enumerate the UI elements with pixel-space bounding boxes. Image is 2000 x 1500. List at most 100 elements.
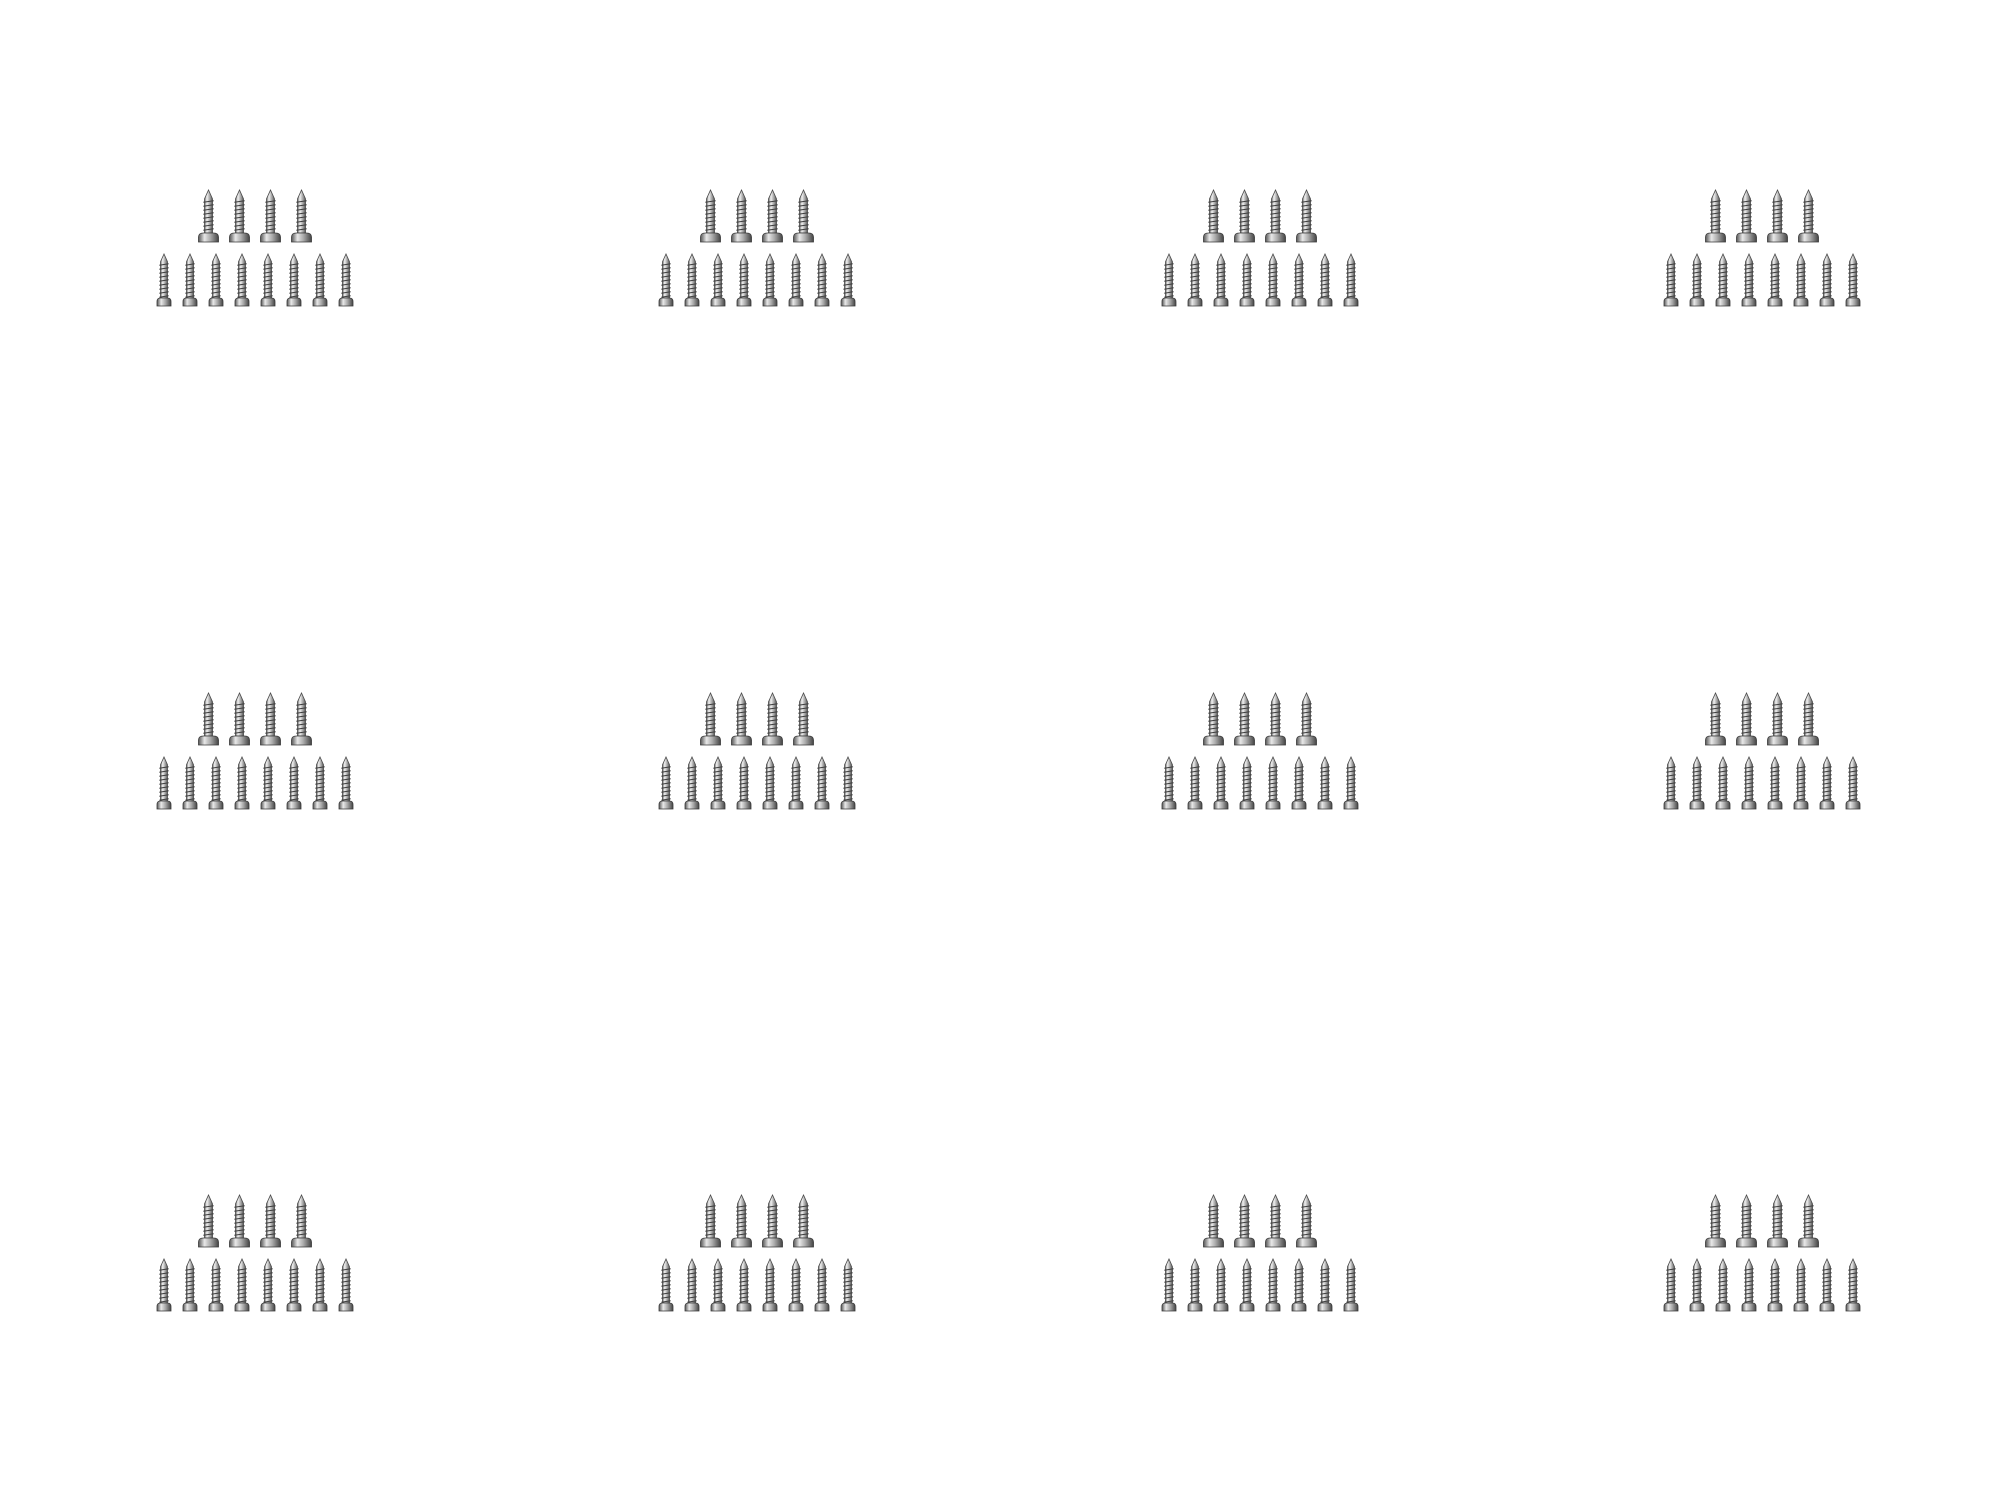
screw-icon [700,1194,721,1248]
screw-icon [1819,756,1835,810]
screw-icon [1317,1258,1333,1312]
screw-icon [1234,1194,1255,1248]
screw-icon [198,692,219,746]
screw-icon [156,756,172,810]
screw-icon [1291,1258,1307,1312]
screw-group [658,692,856,810]
screw-icon [1265,1194,1286,1248]
screw-icon [1203,692,1224,746]
screw-icon [1187,253,1203,307]
screw-icon [710,253,726,307]
screw-icon [1343,1258,1359,1312]
screw-icon [1265,189,1286,243]
screw-group [156,1194,354,1312]
screw-icon [710,756,726,810]
screw-icon [1798,1194,1819,1248]
screw-icon [291,1194,312,1248]
screw-icon [1798,692,1819,746]
screw-icon [1767,1194,1788,1248]
screw-icon [1819,253,1835,307]
screw-icon [312,1258,328,1312]
screw-icon [260,189,281,243]
screw-icon [1239,756,1255,810]
screw-icon [291,189,312,243]
screw-icon [156,1258,172,1312]
screw-group [1663,189,1861,307]
screw-icon [814,756,830,810]
screw-icon [260,756,276,810]
screw-group [156,692,354,810]
screw-icon [762,692,783,746]
screw-icon [793,692,814,746]
screw-icon [198,189,219,243]
screw-icon [731,692,752,746]
screw-icon [1663,756,1679,810]
screw-icon [1819,1258,1835,1312]
screw-icon [1736,692,1757,746]
screw-icon [1798,189,1819,243]
screw-icon [198,1194,219,1248]
screw-icon [338,756,354,810]
screw-icon [736,756,752,810]
screw-icon [1705,1194,1726,1248]
screw-icon [793,189,814,243]
screw-icon [234,253,250,307]
screw-icon [291,692,312,746]
screw-icon [814,1258,830,1312]
screw-icon [762,1258,778,1312]
screw-icon [793,1194,814,1248]
screw-icon [1736,189,1757,243]
screw-icon [1741,253,1757,307]
screw-icon [1213,1258,1229,1312]
screw-icon [1187,1258,1203,1312]
screw-icon [260,1258,276,1312]
screw-icon [700,189,721,243]
screw-icon [1343,756,1359,810]
screw-icon [1689,756,1705,810]
screw-group [1663,692,1861,810]
screw-icon [762,253,778,307]
screw-icon [814,253,830,307]
screw-group [1161,189,1359,307]
screw-icon [286,1258,302,1312]
screw-icon [788,253,804,307]
screw-icon [1767,253,1783,307]
screw-icon [840,253,856,307]
screw-icon [312,756,328,810]
screw-icon [1234,189,1255,243]
screw-icon [1845,253,1861,307]
screw-icon [1793,253,1809,307]
screw-icon [731,189,752,243]
screw-icon [1203,189,1224,243]
screw-icon [736,1258,752,1312]
screw-icon [1187,756,1203,810]
screw-icon [658,1258,674,1312]
screw-icon [1291,253,1307,307]
screw-group [156,189,354,307]
screw-icon [736,253,752,307]
screw-icon [731,1194,752,1248]
screw-icon [1793,1258,1809,1312]
screw-icon [1793,756,1809,810]
screw-icon [1317,756,1333,810]
screw-group [658,1194,856,1312]
screw-icon [658,756,674,810]
screw-icon [156,253,172,307]
screw-icon [1741,1258,1757,1312]
screw-icon [1705,189,1726,243]
screw-icon [1767,756,1783,810]
screw-icon [1715,1258,1731,1312]
screw-icon [1265,1258,1281,1312]
screw-group [1161,692,1359,810]
screw-icon [762,1194,783,1248]
screw-icon [1291,756,1307,810]
screw-icon [1161,756,1177,810]
screw-icon [1203,1194,1224,1248]
screw-icon [182,1258,198,1312]
screw-icon [208,756,224,810]
screw-icon [1239,253,1255,307]
screw-icon [1663,253,1679,307]
screw-icon [658,253,674,307]
screw-icon [1317,253,1333,307]
